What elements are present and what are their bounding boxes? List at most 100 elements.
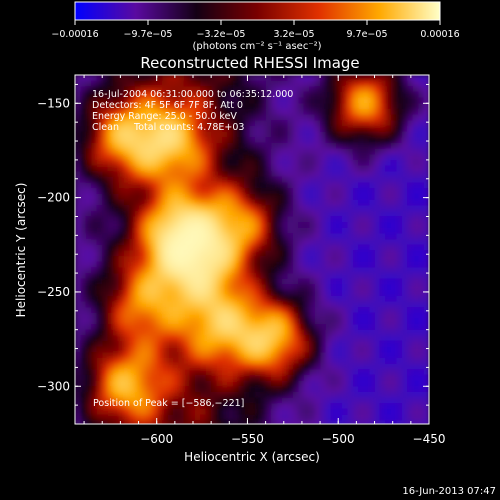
- heatmap-cell: [309, 86, 316, 93]
- heatmap-cell: [330, 403, 338, 410]
- heatmap-cell: [336, 261, 343, 269]
- heatmap-cell: [85, 397, 92, 404]
- heatmap-cell: [145, 171, 152, 178]
- heatmap-cell: [124, 363, 131, 370]
- heatmap-cell: [271, 352, 278, 359]
- heatmap-cell: [265, 216, 272, 223]
- heatmap-cell: [363, 391, 370, 399]
- heatmap-cell: [243, 408, 250, 416]
- heatmap-cell: [358, 261, 365, 269]
- heatmap-cell: [320, 182, 327, 189]
- heatmap-cell: [134, 386, 141, 393]
- heatmap-cell: [363, 329, 370, 336]
- heatmap-cell: [183, 363, 190, 370]
- heatmap-cell: [385, 346, 392, 353]
- heatmap-cell: [347, 363, 354, 370]
- heatmap-cell: [222, 91, 229, 99]
- heatmap-cell: [292, 340, 299, 348]
- heatmap-cell: [238, 329, 245, 336]
- heatmap-cell: [151, 267, 158, 274]
- heatmap-cell: [276, 148, 283, 155]
- heatmap-cell: [330, 103, 338, 110]
- heatmap-cell: [281, 244, 288, 252]
- heatmap-cell: [145, 148, 152, 155]
- heatmap-cell: [379, 199, 387, 206]
- heatmap-cell: [363, 239, 370, 246]
- heatmap-cell: [167, 97, 174, 104]
- heatmap-cell: [211, 397, 218, 404]
- heatmap-cell: [358, 324, 365, 331]
- heatmap-cell: [336, 176, 343, 184]
- heatmap-cell: [162, 154, 169, 161]
- heatmap-cell: [287, 86, 294, 93]
- heatmap-cell: [183, 193, 190, 201]
- heatmap-cell: [183, 75, 190, 82]
- heatmap-cell: [107, 256, 114, 263]
- heatmap-cell: [407, 414, 414, 421]
- heatmap-cell: [385, 182, 392, 189]
- heatmap-cell: [80, 108, 87, 116]
- heatmap-cell: [140, 250, 147, 257]
- heatmap-cell: [156, 199, 163, 206]
- heatmap-cell: [396, 244, 403, 252]
- heatmap-cell: [325, 131, 332, 138]
- heatmap-cell: [292, 386, 299, 393]
- heatmap-cell: [330, 137, 338, 144]
- heatmap-cell: [352, 80, 359, 87]
- heatmap-cell: [330, 363, 338, 370]
- heatmap-cell: [341, 408, 348, 416]
- heatmap-cell: [162, 312, 169, 319]
- heatmap-cell: [265, 86, 272, 93]
- heatmap-cell: [200, 363, 207, 370]
- heatmap-cell: [194, 267, 201, 274]
- heatmap-cell: [85, 312, 92, 319]
- heatmap-cell: [276, 290, 283, 297]
- heatmap-cell: [287, 205, 294, 212]
- heatmap-cell: [232, 75, 239, 82]
- heatmap-cell: [249, 165, 256, 172]
- heatmap-cell: [249, 125, 256, 133]
- heatmap-cell: [162, 239, 169, 246]
- heatmap-cell: [265, 374, 272, 382]
- heatmap-cell: [140, 335, 147, 342]
- heatmap-cell: [407, 408, 414, 416]
- heatmap-cell: [418, 335, 425, 342]
- heatmap-cell: [276, 250, 283, 257]
- heatmap-cell: [118, 91, 125, 99]
- heatmap-cell: [96, 403, 103, 410]
- heatmap-cell: [151, 125, 158, 133]
- heatmap-cell: [314, 301, 321, 308]
- heatmap-cell: [330, 216, 338, 223]
- heatmap-cell: [325, 403, 332, 410]
- heatmap-cell: [352, 391, 359, 399]
- heatmap-cell: [189, 357, 196, 365]
- heatmap-cell: [254, 165, 261, 172]
- heatmap-cell: [167, 131, 174, 138]
- heatmap-cell: [189, 386, 196, 393]
- heatmap-cell: [287, 369, 294, 376]
- heatmap-cell: [173, 91, 180, 99]
- heatmap-cell: [194, 199, 201, 206]
- heatmap-cell: [396, 386, 403, 393]
- heatmap-cell: [303, 108, 310, 116]
- heatmap-cell: [287, 154, 294, 161]
- heatmap-cell: [140, 420, 147, 424]
- heatmap-cell: [358, 171, 365, 178]
- heatmap-cell: [347, 414, 354, 421]
- heatmap-cell: [107, 171, 114, 178]
- heatmap-cell: [222, 273, 229, 280]
- heatmap-cell: [113, 125, 120, 133]
- heatmap-cell: [205, 171, 212, 178]
- heatmap-cell: [423, 357, 429, 365]
- heatmap-cell: [102, 205, 109, 212]
- heatmap-cell: [145, 335, 152, 342]
- heatmap-cell: [298, 91, 305, 99]
- heatmap-cell: [178, 273, 185, 280]
- heatmap-cell: [341, 137, 348, 144]
- heatmap-cell: [271, 199, 278, 206]
- heatmap-cell: [407, 142, 414, 150]
- heatmap-cell: [189, 307, 196, 314]
- heatmap-cell: [162, 199, 169, 206]
- heatmap-cell: [200, 369, 207, 376]
- heatmap-cell: [80, 205, 87, 212]
